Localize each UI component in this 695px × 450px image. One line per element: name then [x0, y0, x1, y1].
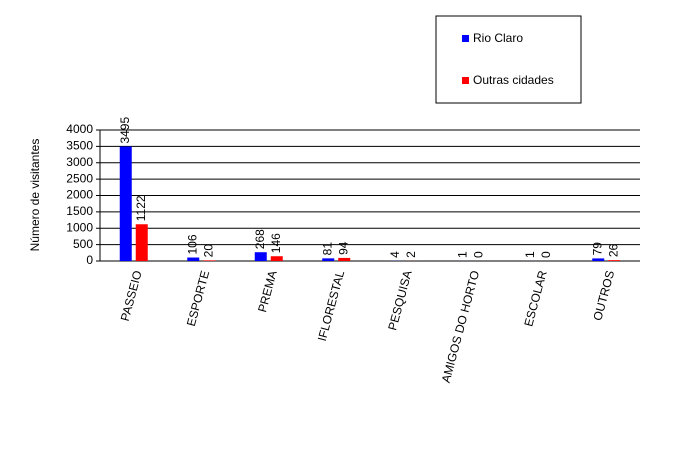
data-label: 3495 — [118, 117, 132, 144]
y-tick-label: 2000 — [66, 188, 93, 202]
y-tick-label: 1500 — [66, 204, 93, 218]
y-tick-label: 500 — [73, 237, 93, 251]
legend-label: Outras cidades — [473, 73, 554, 87]
y-tick-label: 1000 — [66, 220, 93, 234]
y-tick-label: 2500 — [66, 171, 93, 185]
legend-swatch — [462, 77, 469, 84]
bar — [322, 258, 334, 261]
x-tick-label: ESPORTE — [184, 269, 212, 328]
bar — [592, 258, 604, 261]
data-label: 20 — [201, 244, 215, 258]
legend-label: Rio Claro — [473, 31, 523, 45]
bar — [608, 260, 620, 261]
y-tick-label: 0 — [86, 253, 93, 267]
bar — [203, 260, 215, 261]
data-label: 0 — [539, 251, 553, 258]
data-label: 2 — [404, 251, 418, 258]
bar — [120, 147, 132, 261]
x-tick-label: OUTROS — [590, 269, 617, 322]
x-tick-label: ESCOLAR — [521, 269, 549, 328]
bar — [338, 258, 350, 261]
data-label: 106 — [185, 234, 199, 254]
x-tick-label: PESQUISA — [385, 269, 414, 332]
bar — [271, 256, 283, 261]
legend-swatch — [462, 35, 469, 42]
y-tick-label: 3000 — [66, 155, 93, 169]
data-label: 81 — [320, 242, 334, 256]
y-axis-title: Número de visitantes — [28, 139, 42, 252]
x-tick-label: PREMA — [255, 269, 280, 314]
x-tick-label: PASSEIO — [118, 269, 145, 323]
x-tick-label: IFLORESTAL — [315, 269, 347, 343]
data-label: 26 — [606, 243, 620, 257]
data-label: 146 — [269, 233, 283, 253]
y-tick-label: 4000 — [66, 122, 93, 136]
y-tick-label: 3500 — [66, 139, 93, 153]
data-label: 1122 — [134, 195, 148, 221]
bar — [255, 252, 267, 261]
data-label: 1 — [455, 251, 469, 258]
data-label: 4 — [388, 251, 402, 258]
bar — [136, 224, 148, 261]
x-tick-label: AMIGOS DO HORTO — [439, 269, 482, 384]
data-label: 79 — [590, 242, 604, 256]
bar — [187, 258, 199, 261]
data-label: 268 — [253, 229, 267, 249]
legend-box — [436, 16, 581, 103]
data-label: 1 — [523, 251, 537, 258]
data-label: 0 — [471, 251, 485, 258]
data-label: 94 — [336, 241, 350, 255]
